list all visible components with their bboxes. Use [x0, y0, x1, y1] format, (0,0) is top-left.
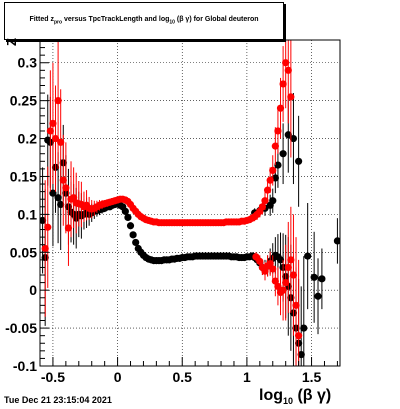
- y-tick-label: 0.1: [18, 206, 38, 222]
- data-point: [289, 271, 298, 279]
- data-point: [57, 138, 65, 146]
- data-point: [333, 237, 340, 245]
- y-tick-label: 0: [29, 282, 37, 298]
- data-point: [276, 256, 285, 264]
- y-tick-label: 0.15: [10, 168, 37, 184]
- y-tick-label: 0.2: [18, 131, 38, 147]
- data-point: [297, 351, 305, 359]
- data-point: [284, 66, 292, 74]
- data-point: [282, 59, 290, 67]
- data-point: [263, 186, 272, 194]
- data-point: [279, 80, 287, 88]
- y-tick-label: 0.05: [10, 244, 37, 260]
- data-point: [274, 127, 282, 135]
- data-point: [121, 207, 129, 215]
- y-axis-label: Z: [4, 38, 19, 46]
- data-point: [269, 197, 277, 205]
- y-tick-label: 0.3: [18, 55, 38, 71]
- data-point: [300, 324, 308, 332]
- data-point: [261, 197, 269, 205]
- data-point: [310, 273, 318, 281]
- data-point: [64, 224, 73, 232]
- data-point: [129, 231, 137, 239]
- title-box: Fitted zpro versus TpcTrackLength and lo…: [4, 2, 284, 40]
- data-point: [295, 157, 303, 165]
- data-point: [54, 97, 62, 105]
- plot-area: [40, 40, 340, 366]
- y-tick-label: 0.25: [10, 93, 37, 109]
- axis-tick-labels: -0.5 0 0.5 1 1.5 -0.1 -0.05 0 0.05 0.1 0.15 0.2 0.25…: [5, 55, 321, 385]
- data-point: [57, 200, 65, 209]
- data-point: [256, 257, 264, 265]
- data-point: [271, 142, 279, 150]
- x-tick-label: -0.5: [41, 369, 65, 385]
- data-point: [276, 104, 285, 112]
- data-point: [49, 189, 57, 197]
- data-point: [46, 127, 54, 135]
- data-point: [44, 223, 52, 231]
- data-point: [292, 301, 300, 309]
- data-point: [282, 279, 290, 287]
- data-point: [314, 292, 322, 300]
- data-point: [274, 161, 282, 169]
- data-point: [124, 213, 132, 222]
- y-tick-label: -0.05: [5, 320, 37, 336]
- data-point: [59, 176, 67, 184]
- chart-title: Fitted zpro versus TpcTrackLength and lo…: [29, 16, 259, 26]
- data-point: [289, 134, 298, 143]
- data-point: [258, 203, 267, 211]
- x-tick-label: 0: [114, 369, 122, 385]
- data-point: [287, 93, 295, 101]
- data-point: [284, 263, 292, 272]
- data-point: [304, 252, 312, 260]
- plot-frame: [39, 39, 341, 367]
- data-point: [49, 119, 57, 127]
- data-point: [284, 131, 292, 139]
- data-point: [62, 184, 70, 192]
- data-point: [126, 222, 135, 230]
- data-point: [266, 176, 274, 184]
- data-point: [51, 134, 60, 143]
- data-point: [269, 166, 277, 174]
- data-point: [295, 332, 303, 340]
- data-point: [287, 256, 295, 264]
- x-tick-label: 0.5: [173, 369, 193, 385]
- data-point: [269, 265, 277, 273]
- series-layer: [40, 40, 340, 366]
- timestamp: Tue Dec 21 23:15:04 2021: [4, 395, 112, 405]
- data-point: [279, 150, 287, 158]
- x-axis-label: log10 (β γ): [259, 387, 332, 407]
- data-point: [54, 194, 62, 202]
- x-tick-label: 1: [243, 369, 251, 385]
- data-point: [41, 244, 49, 253]
- data-point: [132, 238, 140, 247]
- data-point: [318, 275, 326, 283]
- data-point: [279, 286, 287, 294]
- series-1: [41, 40, 303, 366]
- y-tick-label: -0.1: [13, 358, 37, 374]
- x-tick-label: 1.5: [302, 369, 322, 385]
- data-point: [274, 282, 282, 290]
- axis-ticks: [39, 39, 338, 367]
